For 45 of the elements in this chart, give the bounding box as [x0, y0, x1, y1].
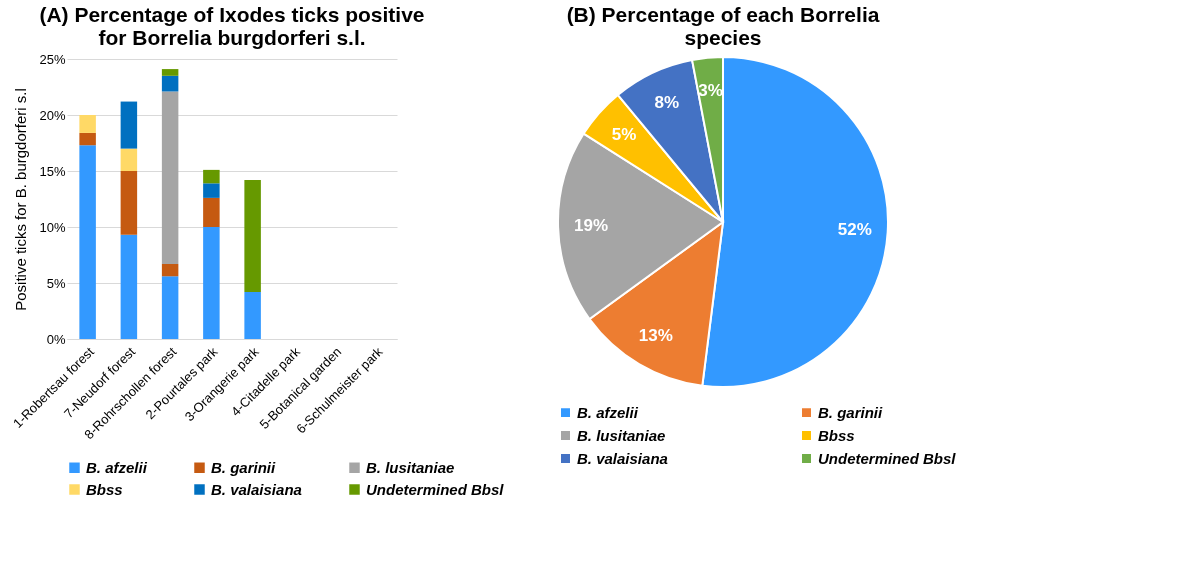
bar	[203, 183, 220, 198]
y-tick-label: 20%	[39, 107, 66, 123]
y-tick-label: 0%	[46, 331, 66, 347]
bar	[203, 169, 220, 184]
data-label: 3%	[698, 80, 723, 100]
legend-label: B. afzelii	[577, 403, 639, 421]
legend-label: Bbss	[818, 426, 855, 444]
data-label: 13%	[638, 325, 673, 345]
bar	[244, 179, 261, 292]
bar	[120, 148, 138, 171]
bar	[120, 171, 138, 235]
chart-title: (A) Percentage of Ixodes ticks positive for Borrelia burgdorferi s.l.	[39, 3, 425, 49]
y-axis-title: Positive ticks for B. burgdorferi s.l	[12, 88, 30, 311]
bar	[161, 75, 179, 92]
legend-label: Undetermined Bbsl	[366, 480, 505, 498]
bar	[79, 115, 96, 133]
y-tick-label: 15%	[39, 163, 66, 179]
bar	[120, 234, 138, 339]
legend-label: B. valaisiana	[211, 480, 302, 498]
y-tick-label: 25%	[39, 51, 66, 67]
legend-label: B. garinii	[211, 458, 277, 476]
data-label: 19%	[574, 216, 609, 236]
bar	[244, 291, 261, 339]
bar	[203, 227, 220, 339]
bar	[120, 101, 138, 149]
data-label: 5%	[611, 124, 637, 144]
legend-label: Bbss	[86, 480, 123, 498]
legend-label: B. valaisiana	[577, 449, 668, 467]
legend-label: B. lusitaniae	[577, 426, 666, 444]
data-label: 52%	[837, 220, 872, 240]
bar	[79, 145, 96, 339]
legend-label: B. garinii	[818, 403, 884, 421]
legend-label: B. lusitaniae	[366, 458, 455, 476]
bar	[161, 91, 179, 264]
bar	[79, 132, 96, 146]
y-tick-label: 5%	[46, 275, 66, 291]
data-label: 8%	[654, 92, 680, 112]
legend-label: B. afzelii	[86, 458, 148, 476]
bar	[161, 276, 179, 339]
bar	[161, 263, 179, 277]
bar	[203, 197, 220, 227]
legend-label: Undetermined Bbsl	[818, 449, 957, 467]
y-tick-label: 10%	[39, 219, 66, 235]
bar	[161, 69, 179, 76]
chart-title: (B) Percentage of each Borrelia species	[566, 3, 880, 49]
